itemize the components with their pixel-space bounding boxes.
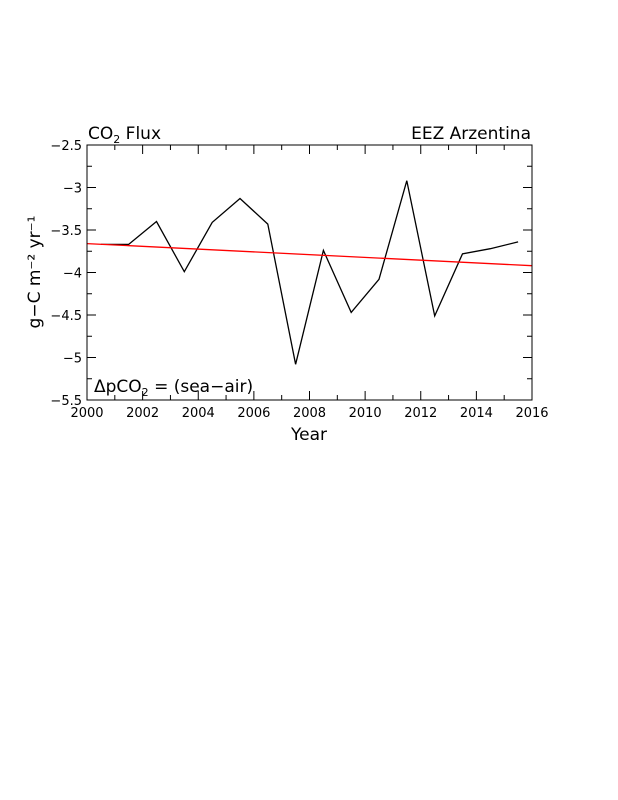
plot-frame — [86, 144, 533, 401]
x-tick-label: 2016 — [515, 406, 548, 421]
series-lines — [86, 180, 533, 365]
x-tick-label: 2002 — [126, 406, 159, 421]
delta-pco2-annotation: ΔpCO2 = (sea−air) — [94, 377, 253, 399]
y-axis-label: g−C m⁻² yr⁻¹ — [25, 216, 45, 329]
y-tick-label: −3 — [63, 182, 82, 197]
y-tick-label: −3.5 — [50, 224, 82, 239]
x-tick-label: 2004 — [182, 406, 215, 421]
chart-title-right: EEZ Arzentina — [411, 124, 531, 144]
x-tick-label: 2008 — [293, 406, 326, 421]
x-tick-label: 2000 — [70, 406, 103, 421]
tick-labels: 2000 2002 2004 2006 2008 2010 2012 2014 2016 −2.5… — [50, 139, 548, 421]
co2-flux-series-line — [100, 180, 519, 365]
x-tick-label: 2010 — [349, 406, 382, 421]
y-tick-label: −4.5 — [50, 309, 82, 324]
x-tick-label: 2006 — [237, 406, 270, 421]
y-tick-label: −2.5 — [50, 139, 82, 154]
trend-line — [86, 242, 533, 267]
y-tick-label: −5 — [63, 352, 82, 367]
y-tick-label: −4 — [63, 267, 82, 282]
chart-title-left: CO2 Flux — [88, 124, 161, 146]
axis-ticks — [86, 144, 533, 401]
x-tick-label: 2012 — [404, 406, 437, 421]
x-axis-label: Year — [290, 425, 327, 445]
x-tick-label: 2014 — [460, 406, 493, 421]
y-tick-label: −5.5 — [50, 394, 82, 409]
